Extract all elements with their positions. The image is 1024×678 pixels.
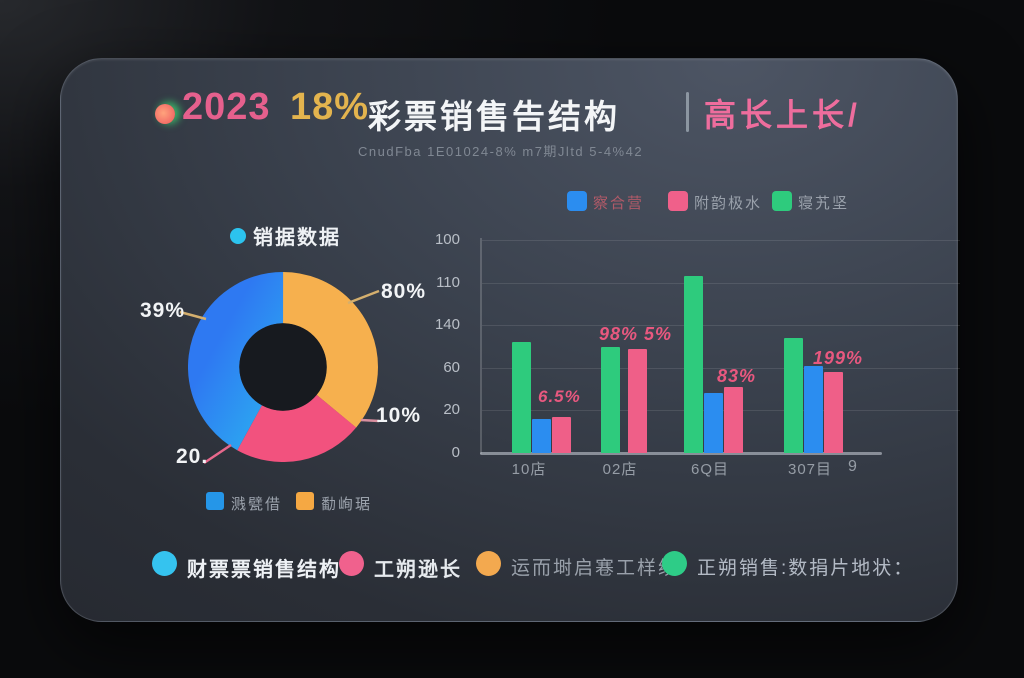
- bar-group: [512, 342, 571, 453]
- bar-legend-swatch-3: [772, 191, 792, 211]
- bar-pink: [628, 348, 647, 453]
- x-axis-line: [480, 452, 882, 455]
- x-tick-label: 6Q目: [690, 461, 729, 478]
- y-tick-label: 100: [434, 231, 460, 248]
- x-extra-tick: 9: [848, 458, 857, 475]
- donut-legend-label-1: 溅甓借: [231, 496, 283, 513]
- gridline: [482, 367, 960, 369]
- footer-legend-label-2: 工朔逊长: [374, 559, 462, 581]
- donut-segments: [188, 272, 378, 462]
- bar-legend-label-2: 附韵极水: [694, 195, 763, 212]
- donut-legend-swatch-1: [206, 492, 224, 510]
- footer-legend-label-1: 财票票销售结构: [187, 559, 341, 581]
- y-tick-label: 140: [434, 316, 460, 334]
- footer-legend-dot-2: [339, 551, 364, 576]
- bar-pink: [552, 416, 571, 453]
- footer-legend-label-3: 运而埘启寋工样续: [511, 558, 680, 579]
- bar-blue: [804, 365, 823, 453]
- footer-legend-dot-3: [476, 551, 501, 576]
- pink-slice: [188, 272, 378, 462]
- donut-label-top: 80%: [381, 280, 427, 303]
- footer-legend-dot-1: [152, 551, 177, 576]
- donut-label-left: 39%: [140, 299, 186, 322]
- header-year: 2023: [182, 86, 271, 128]
- donut-chart: [188, 272, 378, 462]
- bar-legend-swatch-1: [567, 191, 587, 211]
- gridline: [482, 240, 960, 241]
- footer-legend-dot-4: [662, 551, 687, 576]
- page-title: 彩票销售告结构: [368, 98, 620, 135]
- bar-green: [512, 342, 531, 453]
- donut-legend-label-2: 勫峋琚: [321, 496, 373, 513]
- x-tick-label: 10店: [511, 461, 547, 478]
- bar-value-label-2: 98% 5%: [599, 324, 673, 344]
- bar-legend-label-1: 察合营: [593, 195, 645, 212]
- bar-value-label-4: 199%: [813, 348, 864, 368]
- bar-green: [784, 337, 803, 453]
- y-tick-label: 110: [436, 273, 460, 291]
- donut-title-dot-icon: [230, 228, 246, 244]
- header-subtitle: CnudFba 1E01024-8% m7期Jltd 5-4%42: [358, 144, 644, 159]
- bar-group: [784, 337, 843, 453]
- bar-legend-swatch-2: [668, 191, 688, 211]
- donut-title: 销据数据: [253, 227, 341, 249]
- bar-blue: [532, 418, 551, 453]
- donut-legend-swatch-2: [296, 492, 314, 510]
- footer-legend-label-4: 正朔销售:数捐片地状：: [697, 558, 915, 579]
- bar-pink: [724, 386, 743, 453]
- y-tick-label: 0: [451, 444, 460, 461]
- bar-group: [601, 346, 647, 453]
- bar-pink: [824, 372, 843, 453]
- x-tick-label: 02店: [602, 461, 638, 478]
- header-accent-dot-icon: [155, 104, 175, 124]
- bar-legend-label-3: 寝艽坚: [798, 195, 850, 212]
- donut-label-bottom: 20.: [176, 445, 209, 468]
- bar-group: [684, 276, 743, 453]
- y-axis-line: [480, 238, 482, 454]
- x-tick-label: 307目: [787, 461, 833, 478]
- y-tick-label: 20: [443, 401, 460, 419]
- header-divider: [686, 92, 689, 132]
- bar-value-label-1: 6.5%: [538, 387, 581, 406]
- header-side-title: 高长上长/: [704, 97, 861, 133]
- y-tick-label: 60: [443, 358, 460, 376]
- bar-value-label-3: 83%: [717, 366, 757, 386]
- donut-label-right: 10%: [376, 404, 422, 427]
- gridline: [482, 282, 960, 284]
- bar-green: [601, 346, 620, 453]
- gridline: [482, 325, 960, 327]
- donut-hole: [239, 323, 327, 411]
- header-percent: 18%: [290, 86, 370, 128]
- bar-green: [684, 276, 703, 453]
- bar-blue: [704, 393, 723, 453]
- bar-plot: 100 110 140 60 20 0 10店 02店 6Q目 307目 9: [435, 231, 962, 478]
